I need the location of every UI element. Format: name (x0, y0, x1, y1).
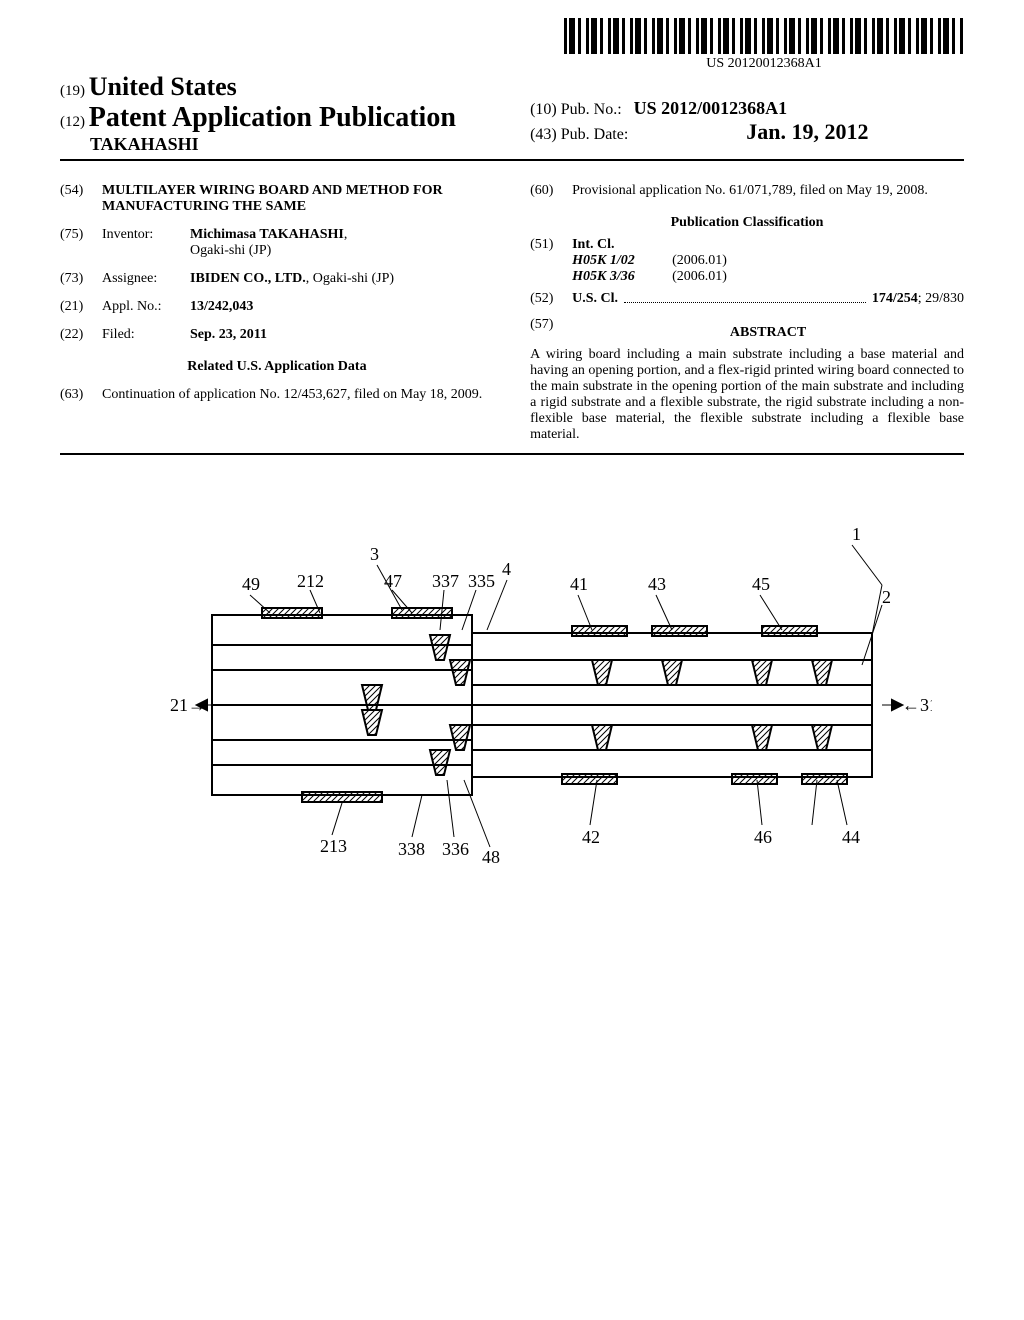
abstract-code: (57) (530, 317, 572, 341)
barcode-graphic (564, 18, 964, 54)
publication-number: US 2012/0012368A1 (634, 98, 788, 118)
fig-label-3: 3 (370, 544, 379, 564)
figure-svg: 1 2 3 4 21→ ←31 41 42 43 44 45 46 47 48 … (92, 495, 932, 915)
assignee-name: IBIDEN CO., LTD. (190, 271, 306, 286)
author-surname: TAKAHASHI (60, 134, 494, 155)
assignee-code: (73) (60, 271, 102, 287)
application-number: 13/242,043 (190, 299, 494, 315)
pubno-code: (10) (530, 101, 557, 118)
fig-label-42: 42 (582, 827, 600, 847)
fig-label-2: 2 (882, 587, 891, 607)
invention-title: MULTILAYER WIRING BOARD AND METHOD FOR M… (102, 183, 494, 215)
fig-label-336: 336 (442, 839, 469, 859)
publication-date: Jan. 19, 2012 (746, 119, 868, 144)
fig-label-337: 337 (432, 571, 459, 591)
country-code: (19) (60, 83, 85, 99)
fig-label-21: 21→ (170, 695, 206, 715)
header: (19) United States (12) Patent Applicati… (60, 72, 964, 161)
filed-date: Sep. 23, 2011 (190, 327, 494, 343)
fig-label-44: 44 (842, 827, 860, 847)
assignee-location: Ogaki-shi (JP) (313, 271, 394, 286)
inventor-label: Inventor: (102, 227, 190, 259)
applno-label: Appl. No.: (102, 299, 190, 315)
inventor-code: (75) (60, 227, 102, 259)
pubdate-code: (43) (530, 126, 557, 143)
country-name: United States (89, 72, 237, 101)
fig-label-212: 212 (297, 571, 324, 591)
abstract-text: A wiring board including a main substrat… (530, 347, 964, 443)
barcode-label: US 20120012368A1 (564, 56, 964, 72)
fig-label-338: 338 (398, 839, 425, 859)
intcl-label: Int. Cl. (572, 237, 964, 253)
header-right: (10) Pub. No.: US 2012/0012368A1 (43) Pu… (530, 72, 964, 155)
ipc2-symbol: H05K 3/36 (572, 269, 672, 285)
provisional-code: (60) (530, 183, 572, 199)
fig-label-43: 43 (648, 574, 666, 594)
assignee-label: Assignee: (102, 271, 190, 287)
continuation-text: Continuation of application No. 12/453,6… (102, 387, 494, 403)
barcode-block: US 20120012368A1 (564, 18, 964, 72)
pubno-label: Pub. No.: (561, 101, 622, 118)
fig-label-4: 4 (502, 559, 511, 579)
biblio-right-col: (60) Provisional application No. 61/071,… (530, 171, 964, 443)
fig-label-41: 41 (570, 574, 588, 594)
fig-label-335: 335 (468, 571, 495, 591)
fig-label-49: 49 (242, 574, 260, 594)
fig-label-47: 47 (384, 571, 402, 591)
uscl-main: 174/254 (872, 291, 918, 306)
fig-label-213: 213 (320, 836, 347, 856)
fig-label-31: ←31 (902, 695, 932, 715)
pubdate-label: Pub. Date: (561, 126, 629, 143)
ipc1-version: (2006.01) (672, 253, 727, 269)
kind-code: (12) (60, 114, 85, 130)
uscl-code: (52) (530, 291, 572, 307)
intcl-code: (51) (530, 237, 572, 285)
abstract-heading: ABSTRACT (572, 325, 964, 341)
biblio-section: (54) MULTILAYER WIRING BOARD AND METHOD … (60, 171, 964, 455)
inventor-location: Ogaki-shi (JP) (190, 243, 271, 258)
provisional-text: Provisional application No. 61/071,789, … (572, 183, 964, 199)
uscl-rest: ; 29/830 (918, 291, 964, 306)
ipc2-version: (2006.01) (672, 269, 727, 285)
figure: 1 2 3 4 21→ ←31 41 42 43 44 45 46 47 48 … (60, 495, 964, 920)
header-left: (19) United States (12) Patent Applicati… (60, 72, 494, 155)
continuation-code: (63) (60, 387, 102, 403)
title-code: (54) (60, 183, 102, 215)
dot-leader (624, 291, 866, 303)
fig-label-45: 45 (752, 574, 770, 594)
applno-code: (21) (60, 299, 102, 315)
publication-kind: Patent Application Publication (89, 102, 456, 133)
fig-label-1: 1 (852, 524, 861, 544)
inventor-name: Michimasa TAKAHASHI (190, 227, 344, 242)
filed-label: Filed: (102, 327, 190, 343)
fig-label-48: 48 (482, 847, 500, 867)
fig-label-46: 46 (754, 827, 772, 847)
filed-code: (22) (60, 327, 102, 343)
related-app-heading: Related U.S. Application Data (60, 359, 494, 375)
ipc1-symbol: H05K 1/02 (572, 253, 672, 269)
uscl-label: U.S. Cl. (572, 291, 618, 307)
pub-class-heading: Publication Classification (530, 215, 964, 231)
biblio-left-col: (54) MULTILAYER WIRING BOARD AND METHOD … (60, 171, 494, 443)
